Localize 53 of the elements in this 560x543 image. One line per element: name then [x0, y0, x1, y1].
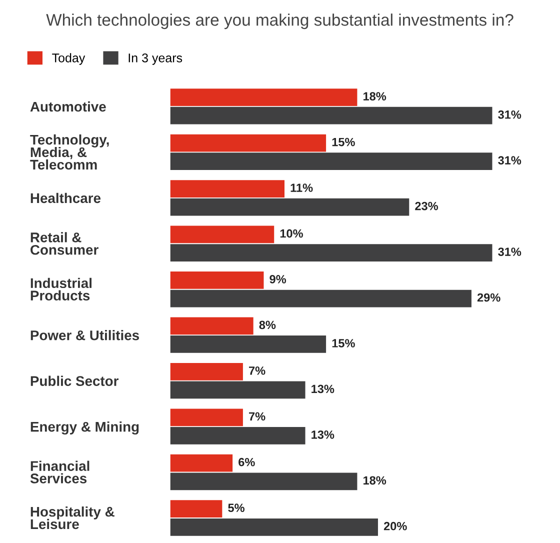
bar [170, 134, 326, 152]
bar [170, 272, 264, 289]
y-tick-label: Healthcare [30, 192, 101, 204]
bar [170, 518, 378, 536]
y-tick-label: Financial Services [30, 460, 90, 484]
data-label: 15% [332, 339, 355, 348]
bar [170, 317, 254, 335]
bar [170, 226, 274, 244]
bar [170, 290, 472, 308]
data-label: 8% [259, 320, 276, 330]
data-label: 29% [477, 293, 500, 302]
bar [170, 106, 492, 124]
bar [170, 244, 492, 262]
data-label: 15% [332, 138, 355, 146]
y-tick-label: Energy & Mining [30, 422, 139, 435]
data-label: 31% [498, 110, 522, 119]
bar [170, 381, 306, 399]
bar [170, 152, 492, 170]
y-tick-label: Public Sector [30, 376, 119, 386]
data-label: 6% [238, 458, 255, 466]
y-tick-label: Technology, Media, & Telecomm [30, 134, 109, 170]
data-label: 18% [364, 92, 386, 100]
data-label: 13% [312, 430, 334, 439]
bar [170, 336, 326, 353]
data-label: 7% [249, 412, 266, 421]
bar [170, 472, 358, 490]
legend-label: In 3 years [128, 53, 182, 65]
bar [170, 362, 243, 380]
y-tick-label: Retail & Consumer [30, 232, 98, 255]
chart-title: Which technologies are you making substantial investments in? [46, 14, 514, 30]
bar [170, 408, 243, 426]
bar [170, 426, 306, 444]
data-label: 20% [384, 522, 407, 530]
y-tick-label: Industrial Products [30, 278, 92, 301]
legend-label: Today [52, 53, 86, 65]
bar [170, 198, 410, 216]
data-label: 7% [249, 366, 266, 375]
data-label: 5% [228, 504, 244, 512]
data-label: 23% [415, 202, 438, 210]
bar [170, 500, 222, 518]
data-label: 10% [280, 229, 303, 238]
data-label: 13% [312, 384, 334, 394]
data-label: 9% [270, 275, 286, 284]
y-tick-label: Automotive [30, 101, 106, 112]
bar [170, 88, 358, 106]
bar [170, 180, 284, 198]
y-tick-label: Hospitality & Leisure [30, 506, 114, 530]
bar [170, 454, 233, 472]
y-tick-label: Power & Utilities [30, 330, 139, 340]
data-label: 11% [290, 184, 313, 192]
data-label: 31% [498, 248, 522, 256]
data-label: 31% [498, 156, 522, 165]
data-label: 18% [364, 476, 386, 485]
